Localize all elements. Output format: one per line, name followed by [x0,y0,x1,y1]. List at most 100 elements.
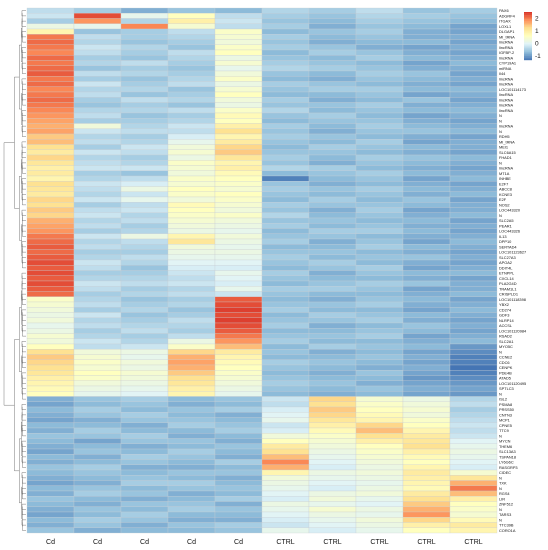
heatmap-cell [261,459,310,465]
heatmap-cell [73,13,122,19]
heatmap-cell [355,527,404,534]
row-label: SLC27A3 [499,255,516,260]
heatmap-cell [355,412,404,418]
heatmap-cell [73,343,122,350]
heatmap-cell [214,139,263,145]
heatmap-cell [26,7,75,14]
heatmap-cell [26,480,75,486]
heatmap-cell [120,333,169,339]
row-label: MYO5C [499,344,513,349]
heatmap-cell [449,364,498,371]
heatmap-cell [26,28,75,35]
row-label: N [499,118,502,123]
heatmap-cell [26,207,75,213]
heatmap-cell [167,86,216,93]
heatmap-cell [120,160,169,166]
heatmap-cell [26,139,75,145]
heatmap-cell [167,149,216,156]
heatmap-cell [449,186,498,192]
heatmap-cell [167,517,216,523]
heatmap-cell [449,291,498,297]
heatmap-cell [355,181,404,187]
heatmap-cell [73,118,122,124]
heatmap-cell [73,322,122,329]
heatmap-cell [167,385,216,392]
row-label: lincRNA [499,97,513,102]
column-label: Cd [140,539,149,546]
dendrogram-branch [21,196,26,206]
heatmap-cell [308,86,357,93]
heatmap-cell [73,359,122,366]
dendrogram-branch [21,309,26,316]
heatmap-cell [73,370,122,376]
legend-tick-label: 0 [535,41,539,48]
legend-tick-label: -1 [535,53,541,60]
heatmap-cell [308,354,357,360]
heatmap-cell [261,7,310,14]
heatmap-cell [308,401,357,408]
heatmap-cell [355,375,404,381]
legend-swatch [524,22,532,25]
heatmap-cell [402,433,451,439]
heatmap-cell [402,128,451,135]
heatmap-cell [120,91,169,98]
heatmap-cell [355,238,404,245]
heatmap-cell [167,328,216,334]
heatmap-cell [261,259,310,266]
heatmap-cell [402,406,451,413]
heatmap-cell [73,333,122,339]
row-label: TTC39B [499,523,514,528]
heatmap-cell [214,480,263,486]
heatmap-cell [167,139,216,145]
heatmap-cell [261,23,310,30]
heatmap-cell [355,506,404,513]
dendrogram-branch [21,49,26,59]
heatmap-cell [261,44,310,51]
heatmap-cell [308,228,357,234]
heatmap-cell [449,165,498,171]
heatmap-cell [120,23,169,30]
heatmap-cell [167,406,216,413]
heatmap-cell [167,154,216,161]
heatmap-cell [449,139,498,145]
heatmap-cell [402,160,451,166]
heatmap-cell [402,44,451,51]
heatmap-cell [73,49,122,56]
heatmap-cell [308,81,357,87]
heatmap-cell [449,102,498,108]
heatmap-cell [26,328,75,334]
heatmap-cell [308,307,357,313]
heatmap-cell [214,343,263,350]
heatmap-cell [26,249,75,255]
heatmap-cell [167,412,216,418]
heatmap-cell [355,475,404,481]
heatmap-cell [214,396,263,402]
heatmap-cell [73,391,122,397]
heatmap-cell [26,307,75,313]
heatmap-cell [120,480,169,486]
heatmap-cell [167,270,216,276]
legend-swatch [524,16,532,19]
heatmap-cell [73,527,122,534]
row-label: E2F [499,197,507,202]
heatmap-cell [73,23,122,30]
heatmap-cell [167,228,216,234]
heatmap-cell [26,18,75,24]
row-label: MI_tRNA [499,139,515,144]
heatmap-cell [73,459,122,465]
heatmap-cell [261,343,310,350]
heatmap-cell [167,480,216,486]
row-label: DDIT4L [499,265,513,270]
column-label: Cd [46,539,55,546]
heatmap-cell [73,91,122,98]
heatmap-cell [26,223,75,229]
heatmap-cell [73,207,122,213]
row-label: CD274 [499,307,512,312]
heatmap-cell [402,322,451,329]
row-labels: PAX6ADGRF4ITGAXLOXL1DLGAP1MI_tRNAlincRNA… [499,8,527,533]
row-label: CYP19A1 [499,61,516,66]
heatmap-cell [355,459,404,465]
heatmap-cell [214,170,263,177]
heatmap-cell [214,181,263,187]
heatmap-cell [355,501,404,507]
